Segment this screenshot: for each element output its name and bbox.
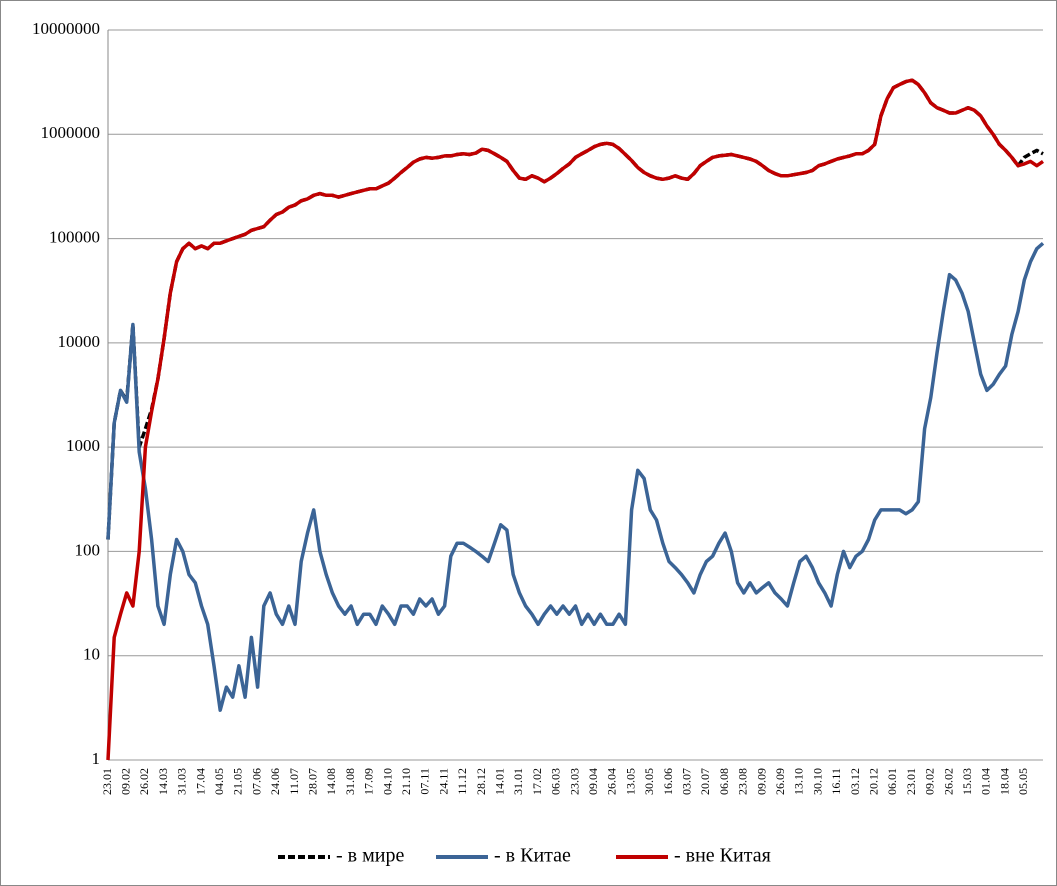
x-tick-label: 28.07 (305, 768, 319, 795)
x-tick-label: 14.03 (156, 768, 170, 795)
x-tick-label: 04.10 (380, 768, 394, 795)
y-tick-label: 10000 (58, 332, 101, 351)
x-tick-label: 09.04 (586, 768, 600, 795)
x-tick-label: 01.04 (979, 768, 993, 795)
y-tick-label: 10000000 (32, 19, 100, 38)
x-tick-label: 13.05 (623, 768, 637, 795)
x-tick-label: 30.10 (810, 768, 824, 795)
x-tick-label: 14.08 (324, 768, 338, 795)
x-tick-label: 17.04 (193, 768, 207, 795)
y-tick-label: 1000000 (41, 123, 101, 142)
x-tick-label: 26.04 (605, 768, 619, 795)
x-tick-label: 24.11 (436, 768, 450, 795)
x-tick-label: 17.02 (530, 768, 544, 795)
x-tick-label: 23.08 (736, 768, 750, 795)
x-tick-label: 21.05 (231, 768, 245, 795)
x-tick-label: 18.04 (997, 768, 1011, 795)
series-line (106, 78, 1044, 761)
x-tick-label: 06.01 (885, 768, 899, 795)
x-tick-label: 09.09 (754, 768, 768, 795)
x-tick-label: 06.08 (717, 768, 731, 795)
x-tick-label: 31.01 (511, 768, 525, 795)
x-tick-label: 28.12 (474, 768, 488, 795)
x-tick-label: 20.07 (698, 768, 712, 795)
y-tick-label: 1 (92, 749, 101, 768)
x-tick-label: 17.09 (362, 768, 376, 795)
x-tick-label: 31.08 (343, 768, 357, 795)
x-tick-label: 06.03 (549, 768, 563, 795)
x-tick-label: 09.02 (118, 768, 132, 795)
x-tick-label: 03.07 (679, 768, 693, 795)
x-tick-label: 07.11 (418, 768, 432, 795)
x-tick-label: 07.06 (249, 768, 263, 795)
x-tick-label: 03.12 (848, 768, 862, 795)
x-tick-label: 21.10 (399, 768, 413, 795)
x-tick-label: 26.02 (137, 768, 151, 795)
x-tick-label: 24.06 (268, 768, 282, 795)
legend-label: - в Китае (494, 845, 571, 867)
y-tick-label: 100000 (49, 227, 100, 246)
x-tick-label: 13.10 (792, 768, 806, 795)
y-tick-label: 10 (83, 645, 100, 664)
x-tick-label: 26.09 (773, 768, 787, 795)
x-tick-label: 26.02 (941, 768, 955, 795)
x-tick-label: 16.11 (829, 768, 843, 795)
x-tick-label: 04.05 (212, 768, 226, 795)
legend-label: - вне Китая (674, 845, 771, 867)
x-tick-label: 11.07 (287, 768, 301, 795)
x-tick-label: 11.12 (455, 768, 469, 795)
x-tick-label: 20.12 (866, 768, 880, 795)
x-tick-label: 30.05 (642, 768, 656, 795)
legend-label: - в мире (336, 845, 404, 867)
x-tick-label: 23.01 (100, 768, 114, 795)
x-tick-label: 31.03 (175, 768, 189, 795)
x-tick-label: 09.02 (923, 768, 937, 795)
y-tick-label: 1000 (66, 436, 100, 455)
y-tick-label: 100 (75, 540, 101, 559)
x-tick-label: 16.06 (661, 768, 675, 795)
x-tick-label: 15.03 (960, 768, 974, 795)
series-line (106, 241, 1045, 712)
x-tick-label: 14.01 (492, 768, 506, 795)
x-tick-label: 23.01 (904, 768, 918, 795)
x-tick-label: 05.05 (1016, 768, 1030, 795)
x-tick-label: 23.03 (567, 768, 581, 795)
